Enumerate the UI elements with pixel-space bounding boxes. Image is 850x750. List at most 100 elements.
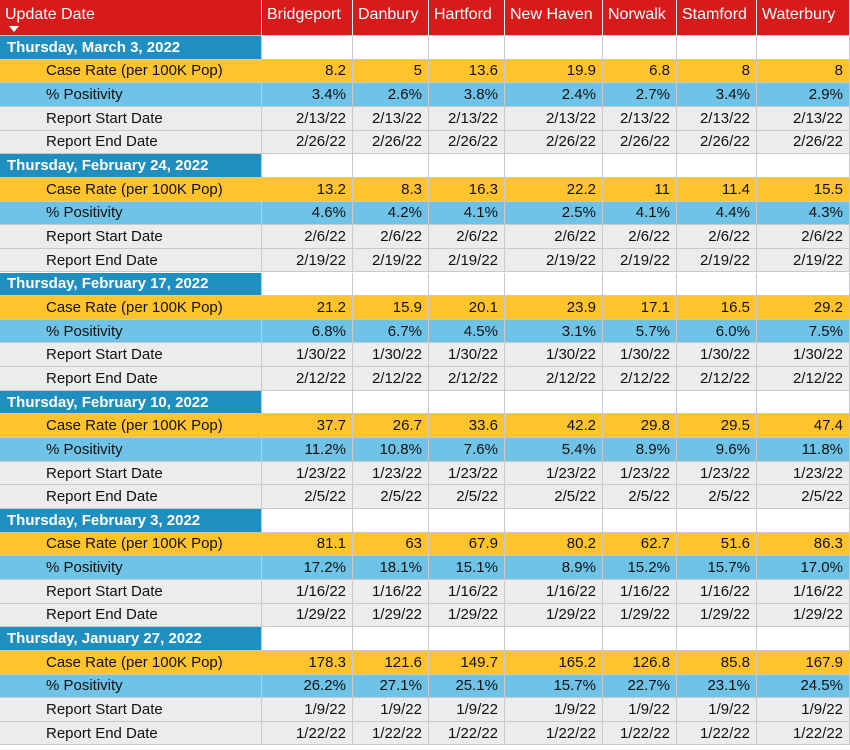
value-cell: 178.3 — [262, 650, 353, 675]
value-cell: 1/16/22 — [429, 579, 505, 604]
value-cell: 2.6% — [353, 83, 429, 107]
row-label: Report Start Date — [0, 579, 262, 604]
value-cell: 8.9% — [603, 438, 677, 462]
value-cell: 2/5/22 — [353, 485, 429, 509]
empty-cell — [505, 627, 603, 651]
value-cell: 1/23/22 — [353, 461, 429, 486]
value-cell: 3.4% — [262, 83, 353, 107]
value-cell: 8.3 — [353, 177, 429, 202]
value-cell: 2/13/22 — [677, 106, 757, 131]
value-cell: 67.9 — [429, 532, 505, 557]
value-cell: 2.7% — [603, 83, 677, 107]
value-cell: 37.7 — [262, 414, 353, 439]
row-label: % Positivity — [0, 201, 262, 226]
empty-cell — [262, 627, 353, 651]
value-cell: 2/12/22 — [429, 367, 505, 391]
value-cell: 1/23/22 — [429, 461, 505, 486]
row-label: Report End Date — [0, 248, 262, 273]
value-cell: 1/30/22 — [505, 343, 603, 368]
row-label: % Positivity — [0, 319, 262, 344]
value-cell: 2/5/22 — [603, 485, 677, 509]
column-header[interactable]: Norwalk — [603, 0, 677, 36]
value-cell: 2/19/22 — [757, 248, 850, 273]
column-header[interactable]: Stamford — [677, 0, 757, 36]
value-cell: 1/9/22 — [757, 698, 850, 722]
value-cell: 5 — [353, 59, 429, 84]
value-cell: 2/26/22 — [677, 130, 757, 155]
value-cell: 11.2% — [262, 438, 353, 462]
value-cell: 2/6/22 — [757, 225, 850, 249]
value-cell: 33.6 — [429, 414, 505, 439]
empty-cell — [603, 154, 677, 178]
value-cell: 121.6 — [353, 650, 429, 675]
value-cell: 1/22/22 — [353, 721, 429, 746]
value-cell: 126.8 — [603, 650, 677, 675]
row-label: Case Rate (per 100K Pop) — [0, 650, 262, 675]
column-header[interactable]: Bridgeport — [262, 0, 353, 36]
empty-cell — [603, 36, 677, 60]
value-cell: 2/6/22 — [262, 225, 353, 249]
value-cell: 62.7 — [603, 532, 677, 557]
row-label: Case Rate (per 100K Pop) — [0, 414, 262, 439]
value-cell: 8 — [677, 59, 757, 84]
row-label: Report End Date — [0, 485, 262, 509]
value-cell: 4.2% — [353, 201, 429, 226]
value-cell: 2/12/22 — [603, 367, 677, 391]
value-cell: 2/26/22 — [429, 130, 505, 155]
value-cell: 2.5% — [505, 201, 603, 226]
value-cell: 2/6/22 — [603, 225, 677, 249]
value-cell: 8.2 — [262, 59, 353, 84]
value-cell: 2/5/22 — [505, 485, 603, 509]
value-cell: 2/19/22 — [677, 248, 757, 273]
value-cell: 1/22/22 — [505, 721, 603, 746]
value-cell: 15.7% — [677, 556, 757, 580]
column-header[interactable]: Waterbury — [757, 0, 850, 36]
value-cell: 23.9 — [505, 296, 603, 320]
column-header[interactable]: Hartford — [429, 0, 505, 36]
row-label: Case Rate (per 100K Pop) — [0, 296, 262, 320]
empty-cell — [429, 390, 505, 415]
value-cell: 2/13/22 — [505, 106, 603, 131]
value-cell: 2/13/22 — [603, 106, 677, 131]
value-cell: 1/22/22 — [757, 721, 850, 746]
value-cell: 18.1% — [353, 556, 429, 580]
column-header[interactable]: Danbury — [353, 0, 429, 36]
group-date: Thursday, February 3, 2022 — [0, 509, 262, 533]
empty-cell — [677, 272, 757, 297]
value-cell: 17.2% — [262, 556, 353, 580]
value-cell: 1/16/22 — [677, 579, 757, 604]
value-cell: 15.7% — [505, 674, 603, 699]
empty-cell — [677, 390, 757, 415]
empty-cell — [262, 154, 353, 178]
value-cell: 1/23/22 — [603, 461, 677, 486]
value-cell: 5.7% — [603, 319, 677, 344]
sort-arrow[interactable] — [9, 26, 21, 34]
row-label: % Positivity — [0, 83, 262, 107]
value-cell: 1/30/22 — [429, 343, 505, 368]
value-cell: 1/16/22 — [262, 579, 353, 604]
value-cell: 1/30/22 — [603, 343, 677, 368]
empty-cell — [353, 272, 429, 297]
value-cell: 2/12/22 — [677, 367, 757, 391]
value-cell: 4.5% — [429, 319, 505, 344]
value-cell: 2/26/22 — [505, 130, 603, 155]
empty-cell — [262, 272, 353, 297]
value-cell: 2/12/22 — [353, 367, 429, 391]
row-label: Report End Date — [0, 721, 262, 746]
row-label: Report Start Date — [0, 698, 262, 722]
value-cell: 1/9/22 — [262, 698, 353, 722]
value-cell: 2/26/22 — [262, 130, 353, 155]
value-cell: 2/6/22 — [429, 225, 505, 249]
column-header[interactable]: New Haven — [505, 0, 603, 36]
value-cell: 27.1% — [353, 674, 429, 699]
value-cell: 1/22/22 — [603, 721, 677, 746]
value-cell: 6.0% — [677, 319, 757, 344]
value-cell: 2/13/22 — [757, 106, 850, 131]
row-label: Report Start Date — [0, 106, 262, 131]
value-cell: 16.5 — [677, 296, 757, 320]
column-header[interactable]: Update Date — [0, 0, 262, 36]
empty-cell — [757, 627, 850, 651]
row-label: Report Start Date — [0, 461, 262, 486]
value-cell: 10.8% — [353, 438, 429, 462]
